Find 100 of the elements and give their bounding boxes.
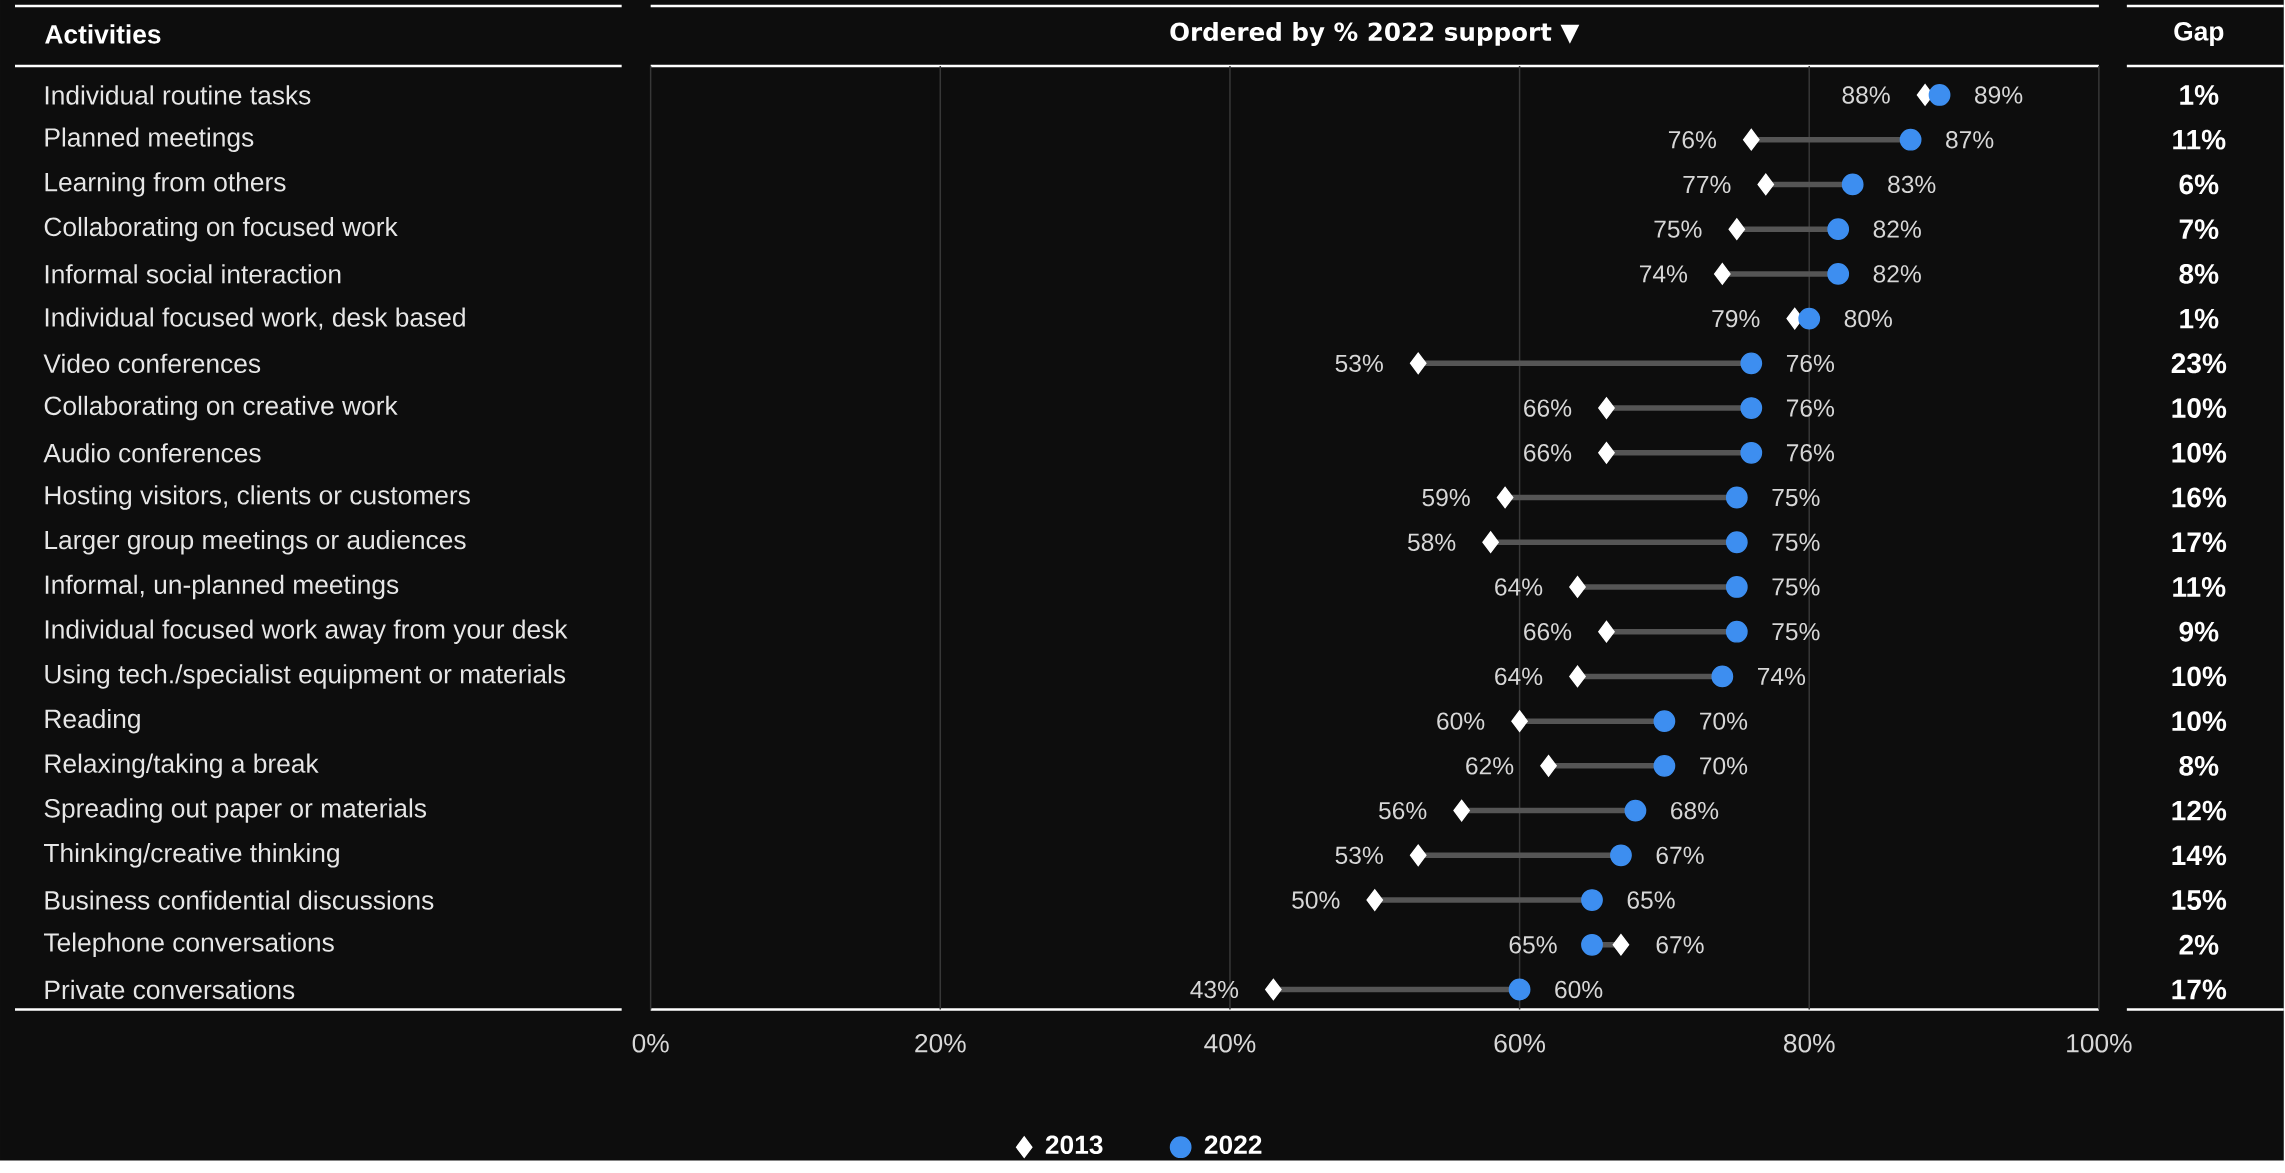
data-label: 75%	[1654, 220, 1702, 238]
y-tick-label: Hosting visitors, clients or customers	[45, 485, 470, 510]
point	[1265, 978, 1282, 1001]
data-label: 43%	[1190, 980, 1239, 999]
point	[1653, 710, 1676, 732]
data-label: 87%	[1946, 131, 1994, 149]
data-label: 53%	[1335, 354, 1383, 372]
point	[1540, 754, 1557, 777]
point	[1740, 397, 1763, 419]
data-label: 74%	[1758, 667, 1806, 685]
point	[1569, 576, 1586, 598]
y-tick-label: Video conferences	[43, 353, 261, 373]
y-tick-label: Audio conferences	[43, 443, 261, 463]
point	[1827, 218, 1850, 241]
data-label: 80%	[1844, 309, 1892, 328]
point	[1928, 84, 1951, 106]
point	[1711, 665, 1734, 688]
data-label: 56%	[1379, 801, 1427, 820]
chart-title: Ordered by % 2022 support ▼	[1170, 21, 1580, 46]
text: Activities	[45, 24, 161, 44]
data-label: 64%	[1495, 667, 1543, 686]
data-label: 74%	[1639, 265, 1688, 283]
data-label: 79%	[1712, 309, 1760, 328]
data-label: 83%	[1888, 175, 1936, 194]
point	[1653, 754, 1676, 777]
point	[1511, 710, 1528, 732]
data-label: 88%	[1842, 86, 1890, 104]
data-label: 66%	[1524, 399, 1572, 417]
text: 9%	[2179, 621, 2219, 642]
data-label: 77%	[1683, 175, 1731, 194]
y-tick-label: Informal, un-planned meetings	[45, 574, 399, 600]
text: 8%	[2179, 263, 2219, 284]
data-label: 50%	[1292, 891, 1340, 909]
text: 10%	[2172, 666, 2227, 687]
data-label: 66%	[1524, 622, 1572, 641]
data-label: 53%	[1335, 846, 1383, 864]
data-label: 76%	[1786, 354, 1835, 372]
y-tick-label: Spreading out paper or materials	[44, 798, 427, 823]
data-label: 70%	[1700, 757, 1748, 775]
point	[1598, 620, 1615, 643]
point	[1409, 844, 1427, 867]
text: 16%	[2172, 487, 2227, 508]
point	[1508, 978, 1531, 1001]
text: 8%	[2179, 755, 2219, 776]
text: 17%	[2172, 979, 2227, 1000]
text: 1%	[2180, 308, 2219, 329]
y-tick-label: Business confidential discussions	[45, 890, 434, 910]
data-label: 75%	[1772, 533, 1820, 551]
y-tick-label: Relaxing/taking a break	[45, 753, 319, 779]
point	[1581, 889, 1603, 911]
x-tick-label: 80%	[1784, 1033, 1835, 1053]
y-tick-label: Learning from others	[45, 172, 286, 197]
x-tick-label: 60%	[1494, 1033, 1545, 1053]
text: 15%	[2172, 890, 2227, 910]
point	[1827, 262, 1850, 285]
point	[1612, 933, 1630, 956]
text: 2%	[2179, 934, 2219, 955]
point	[1453, 799, 1470, 822]
text: 14%	[2172, 845, 2227, 866]
y-tick-label: Reading	[45, 708, 140, 734]
data-label: 76%	[1786, 399, 1835, 417]
point	[1742, 128, 1760, 151]
text: Gap	[2174, 22, 2224, 46]
data-label: 60%	[1555, 980, 1603, 999]
point	[1713, 262, 1731, 285]
x-tick-label: 20%	[915, 1033, 966, 1053]
point	[1581, 933, 1603, 956]
data-label: 67%	[1656, 936, 1704, 954]
y-tick-label: Thinking/creative thinking	[44, 843, 339, 868]
legend-label: 2022	[1204, 1135, 1262, 1155]
text: 23%	[2171, 353, 2227, 374]
data-label: 75%	[1772, 488, 1820, 507]
point	[1598, 397, 1615, 419]
x-tick-label: 0%	[632, 1033, 669, 1053]
point	[1740, 441, 1763, 464]
text: 17%	[2172, 532, 2227, 553]
text: 1%	[2180, 85, 2219, 105]
point	[1725, 620, 1748, 643]
data-label: 89%	[1975, 86, 2023, 104]
y-tick-label: Telephone conversations	[44, 932, 334, 957]
point	[1569, 665, 1586, 688]
y-tick-label: Collaborating on creative work	[44, 395, 398, 421]
point	[1496, 486, 1514, 509]
data-label: 65%	[1509, 936, 1557, 954]
data-label: 70%	[1700, 712, 1748, 730]
y-tick-label: Individual routine tasks	[45, 85, 311, 105]
text: 10%	[2172, 398, 2227, 418]
point	[1725, 531, 1748, 554]
point	[1728, 218, 1746, 241]
y-tick-label: Planned meetings	[45, 127, 254, 152]
data-label: 58%	[1408, 533, 1456, 551]
y-tick-label: Collaborating on focused work	[44, 216, 398, 242]
text: 6%	[2179, 174, 2219, 195]
data-label: 82%	[1873, 220, 1921, 238]
point	[1798, 307, 1821, 330]
y-tick-label: Informal social interaction	[45, 264, 341, 284]
data-label: 82%	[1873, 265, 1921, 283]
data-label: 75%	[1772, 623, 1820, 641]
legend-label: 2013	[1045, 1135, 1103, 1155]
text: 7%	[2179, 219, 2219, 240]
